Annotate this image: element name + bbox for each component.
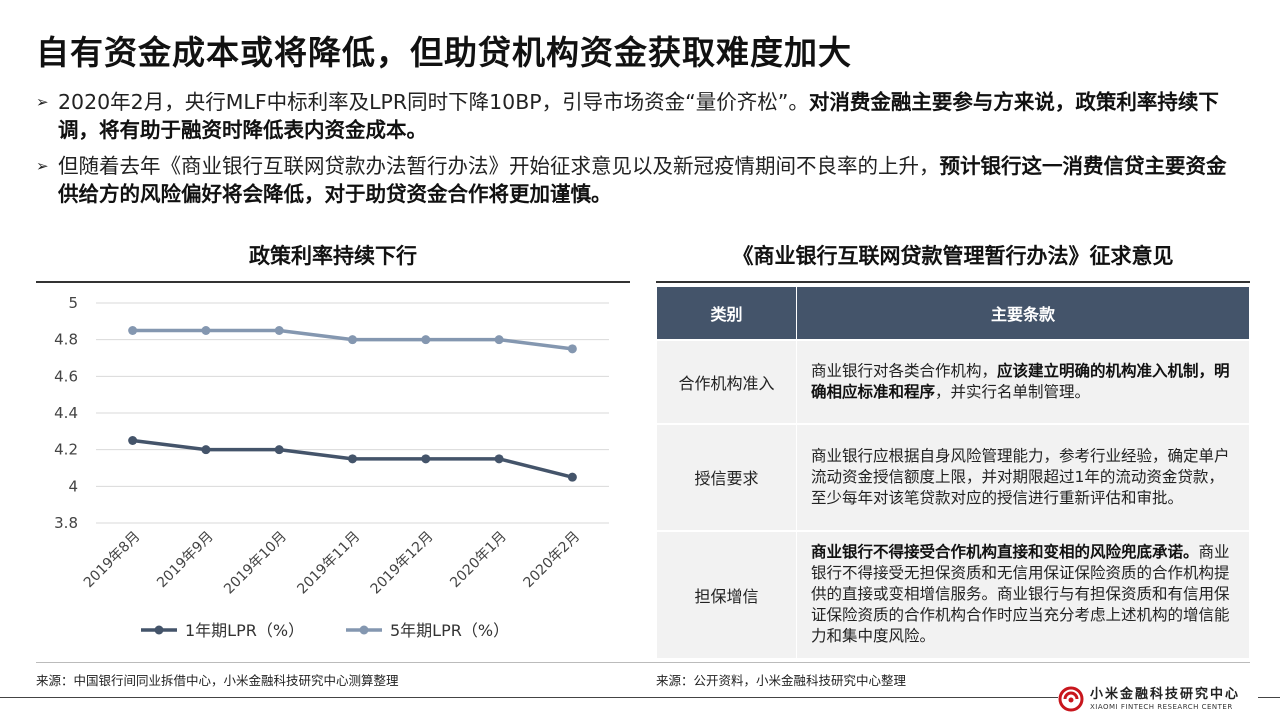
header-terms: 主要条款 <box>796 286 1250 340</box>
bullet-plain-text: 但随着去年《商业银行互联网贷款办法暂行办法》开始征求意见以及新冠疫情期间不良率的… <box>58 154 940 178</box>
legend-label: 1年期LPR（%） <box>185 621 304 640</box>
brand-logo-icon <box>1058 686 1084 712</box>
header-category: 类别 <box>656 286 797 340</box>
brand-footer: 小米金融科技研究中心 XIAOMI FINTECH RESEARCH CENTE… <box>1058 683 1258 715</box>
table-header-row: 类别 主要条款 <box>656 286 1250 340</box>
bullet-list: ➢ 2020年2月，央行MLF中标利率及LPR同时下降10BP，引导市场资金“量… <box>36 88 1246 216</box>
bullet-text: 2020年2月，央行MLF中标利率及LPR同时下降10BP，引导市场资金“量价齐… <box>58 88 1246 144</box>
x-tick-label: 2019年10月 <box>221 529 290 598</box>
table-title-divider <box>656 281 1250 283</box>
y-tick-label: 5 <box>68 294 78 312</box>
table-row: 授信要求 商业银行应根据自身风险管理能力，参考行业经验，确定单户流动资金授信额度… <box>656 422 1250 531</box>
bullet-bold-text: 预计银行这一消费信贷主要资金供给方的风险偏好将会降低，对于助贷资金合作将更加谨慎… <box>58 154 1227 206</box>
table-row: 合作机构准入 商业银行对各类合作机构，应该建立明确的机构准入机制，明确相应标准和… <box>656 338 1250 424</box>
row-category: 合作机构准入 <box>656 338 797 424</box>
legend-swatch-point <box>359 625 369 635</box>
y-tick-label: 4.2 <box>54 441 78 459</box>
series-point-1 <box>567 472 577 482</box>
series-point-1 <box>348 454 357 464</box>
bullet-plain-text: 2020年2月，央行MLF中标利率及LPR同时下降10BP，引导市场资金“量价齐… <box>58 90 809 114</box>
legend-swatch-point <box>154 625 164 635</box>
terms-text: 商业银行不得接受无担保资质和无信用保证保险资质的合作机构提供的直接或变相增信服务… <box>811 543 1230 646</box>
x-tick-label: 2019年8月 <box>81 529 144 592</box>
x-tick-label: 2019年12月 <box>368 529 437 598</box>
row-category: 授信要求 <box>656 422 797 531</box>
y-tick-label: 4.4 <box>54 404 78 422</box>
series-point-1 <box>494 454 504 464</box>
regulation-table: 类别 主要条款 合作机构准入 商业银行对各类合作机构，应该建立明确的机构准入机制… <box>656 286 1250 659</box>
arrow-bullet-icon: ➢ <box>36 157 49 175</box>
chart-title-divider <box>36 281 630 283</box>
series-point-2 <box>348 335 357 345</box>
series-point-1 <box>201 445 211 455</box>
terms-bold-text: 商业银行不得接受合作机构直接和变相的风险兜底承诺。 <box>811 543 1199 562</box>
y-tick-label: 4.8 <box>54 331 78 349</box>
terms-bold-text: 应该建立明确的机构准入机制，明确相应标准和程序 <box>811 361 1230 401</box>
y-tick-label: 4.6 <box>54 367 78 385</box>
series-point-2 <box>421 335 431 345</box>
table-title: 《商业银行互联网贷款管理暂行办法》征求意见 <box>732 244 1174 268</box>
series-point-2 <box>567 344 577 354</box>
bullet-bold-text: 对消费金融主要参与方来说，政策利率持续下调，将有助于融资时降低表内资金成本。 <box>58 90 1219 142</box>
x-tick-label: 2019年11月 <box>294 529 363 598</box>
row-terms: 商业银行不得接受合作机构直接和变相的风险兜底承诺。商业银行不得接受无担保资质和无… <box>796 529 1250 659</box>
x-tick-label: 2019年9月 <box>154 529 217 592</box>
legend-label: 5年期LPR（%） <box>390 621 509 640</box>
bullet-text: 但随着去年《商业银行互联网贷款办法暂行办法》开始征求意见以及新冠疫情期间不良率的… <box>58 152 1246 208</box>
x-tick-label: 2020年1月 <box>447 529 510 592</box>
brand-name-cn: 小米金融科技研究中心 <box>1090 686 1241 702</box>
terms-text: ，并实行名单制管理。 <box>935 382 1091 401</box>
chart-title: 政策利率持续下行 <box>249 244 417 268</box>
table-row: 担保增信 商业银行不得接受合作机构直接和变相的风险兜底承诺。商业银行不得接受无担… <box>656 529 1250 659</box>
terms-text: 商业银行应根据自身风险管理能力，参考行业经验，确定单户流动资金授信额度上限，并对… <box>811 446 1230 507</box>
bullet-item: ➢ 2020年2月，央行MLF中标利率及LPR同时下降10BP，引导市场资金“量… <box>36 88 1246 144</box>
series-point-1 <box>128 436 138 445</box>
x-tick-label: 2020年2月 <box>521 529 584 592</box>
row-terms: 商业银行应根据自身风险管理能力，参考行业经验，确定单户流动资金授信额度上限，并对… <box>796 422 1250 531</box>
series-point-2 <box>274 326 284 335</box>
series-point-1 <box>274 445 284 455</box>
source-divider <box>36 662 1250 663</box>
brand-text: 小米金融科技研究中心 XIAOMI FINTECH RESEARCH CENTE… <box>1090 687 1240 712</box>
brand-name-en: XIAOMI FINTECH RESEARCH CENTER <box>1090 702 1233 711</box>
table-source-note: 来源：公开资料，小米金融科技研究中心整理 <box>656 673 907 688</box>
bullet-item: ➢ 但随着去年《商业银行互联网贷款办法暂行办法》开始征求意见以及新冠疫情期间不良… <box>36 152 1246 208</box>
arrow-bullet-icon: ➢ <box>36 93 49 111</box>
series-point-2 <box>201 326 211 335</box>
terms-text: 商业银行对各类合作机构， <box>811 361 998 380</box>
row-category: 担保增信 <box>656 529 797 659</box>
chart-source-note: 来源：中国银行间同业拆借中心，小米金融科技研究中心测算整理 <box>36 673 399 688</box>
y-tick-label: 3.8 <box>54 514 78 532</box>
series-point-2 <box>494 335 504 345</box>
series-point-2 <box>128 326 138 335</box>
y-tick-label: 4 <box>68 477 78 495</box>
slide-title: 自有资金成本或将降低，但助贷机构资金获取难度加大 <box>36 33 852 72</box>
row-terms: 商业银行对各类合作机构，应该建立明确的机构准入机制，明确相应标准和程序，并实行名… <box>796 338 1250 424</box>
series-point-1 <box>421 454 431 464</box>
footer-divider <box>0 697 1280 698</box>
